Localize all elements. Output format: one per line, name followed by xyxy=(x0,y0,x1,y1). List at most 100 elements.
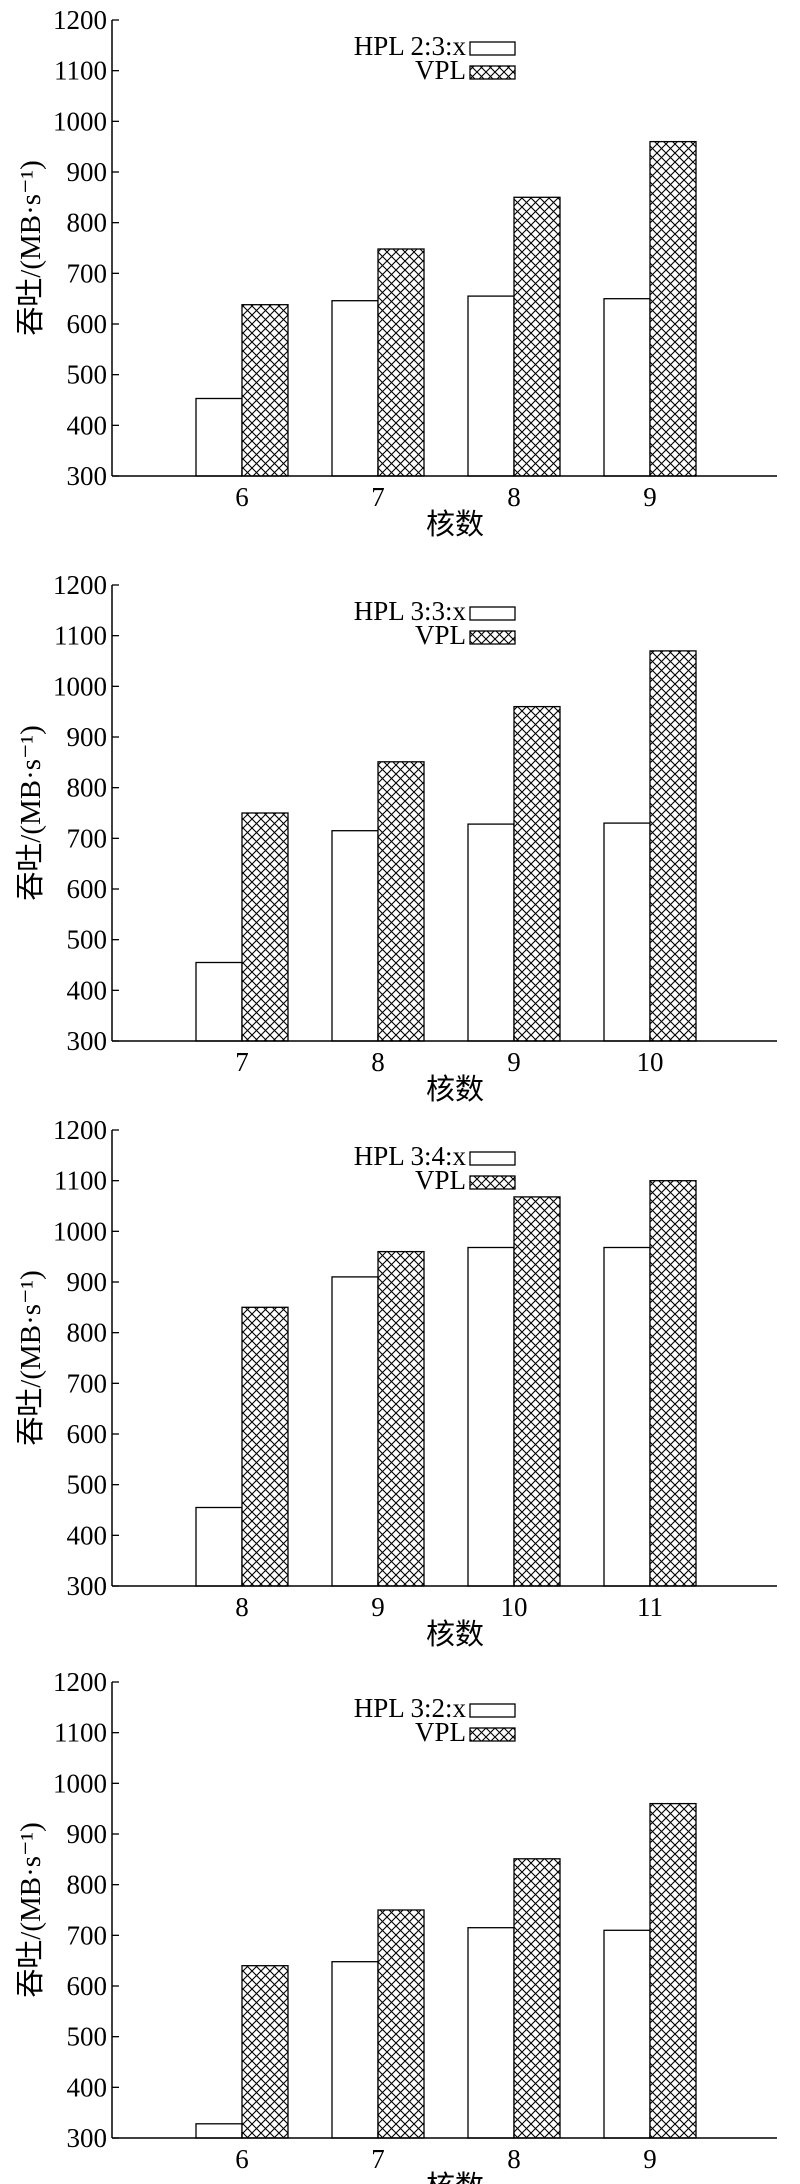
y-tick-label-400: 400 xyxy=(67,1520,108,1550)
y-tick-label-1000: 1000 xyxy=(53,671,107,701)
x-tick-label-7: 7 xyxy=(371,482,385,512)
vpl-bar-8 xyxy=(377,761,425,1042)
x-axis-title: 核数 xyxy=(426,508,484,541)
y-tick-label-300: 300 xyxy=(67,461,108,491)
y-tick-label-1200: 1200 xyxy=(53,570,107,600)
x-tick-label-6: 6 xyxy=(235,2144,249,2174)
vpl-bar-7 xyxy=(241,812,289,1042)
y-tick-label-1100: 1100 xyxy=(54,1718,107,1748)
x-tick-label-8: 8 xyxy=(235,1592,249,1622)
legend-swatch-hpl xyxy=(469,41,516,56)
chart-panel-4: 6 7 8 9 300 400 500 600 700 800 900 1000 1100 1200 核数 吞… xyxy=(15,1667,777,2184)
legend-swatch-vpl xyxy=(469,65,516,80)
x-tick-label-9: 9 xyxy=(643,482,657,512)
vpl-bar-10 xyxy=(513,1196,561,1587)
legend-swatch-vpl xyxy=(469,630,516,645)
y-tick-label-300: 300 xyxy=(67,2123,108,2153)
legend-label-vpl: VPL xyxy=(415,620,466,650)
legend-label-hpl: HPL 2:3:x xyxy=(354,31,467,61)
vpl-bar-6 xyxy=(241,1965,289,2139)
y-tick-label-700: 700 xyxy=(67,823,108,853)
x-axis-title: 核数 xyxy=(426,1618,484,1651)
y-tick-label-1100: 1100 xyxy=(54,1166,107,1196)
y-tick-label-1100: 1100 xyxy=(54,621,107,651)
x-tick-label-10: 10 xyxy=(637,1047,664,1077)
y-tick-label-500: 500 xyxy=(67,2022,108,2052)
hpl-bar-7 xyxy=(331,1961,379,2139)
y-tick-label-600: 600 xyxy=(67,874,108,904)
vpl-bar-8 xyxy=(241,1306,289,1587)
y-axis-title: 吞吐/(MB·s⁻¹) xyxy=(15,1270,47,1445)
x-tick-label-11: 11 xyxy=(637,1592,663,1622)
x-tick-label-8: 8 xyxy=(371,1047,385,1077)
hpl-bar-9 xyxy=(603,1929,651,2139)
legend-label-hpl: HPL 3:2:x xyxy=(354,1693,467,1723)
y-tick-label-1200: 1200 xyxy=(53,1115,107,1145)
x-tick-label-6: 6 xyxy=(235,482,249,512)
hpl-bar-8 xyxy=(331,830,379,1042)
y-tick-label-400: 400 xyxy=(67,410,108,440)
legend-label-hpl: HPL 3:4:x xyxy=(354,1141,467,1171)
chart-panel-1: 6 7 8 9 300 400 500 600 700 800 900 1000 1100 1200 核数 吞… xyxy=(15,5,777,541)
y-tick-label-900: 900 xyxy=(67,722,108,752)
legend-swatch-hpl xyxy=(469,1703,516,1718)
hpl-bar-7 xyxy=(195,961,243,1042)
x-tick-label-9: 9 xyxy=(643,2144,657,2174)
x-tick-label-7: 7 xyxy=(371,2144,385,2174)
legend-label-vpl: VPL xyxy=(415,55,466,85)
hpl-bar-8 xyxy=(467,1927,515,2139)
hpl-bar-9 xyxy=(331,1276,379,1587)
legend-swatch-vpl xyxy=(469,1175,516,1190)
vpl-bar-9 xyxy=(377,1250,425,1587)
y-tick-label-600: 600 xyxy=(67,1971,108,2001)
y-tick-label-800: 800 xyxy=(67,773,108,803)
hpl-bar-6 xyxy=(195,397,243,477)
legend-label-vpl: VPL xyxy=(415,1717,466,1747)
y-tick-label-400: 400 xyxy=(67,975,108,1005)
y-tick-label-900: 900 xyxy=(67,1267,108,1297)
y-tick-label-300: 300 xyxy=(67,1026,108,1056)
x-axis-title: 核数 xyxy=(426,2170,484,2184)
y-tick-label-1000: 1000 xyxy=(53,1216,107,1246)
hpl-bar-8 xyxy=(195,1506,243,1587)
y-tick-label-700: 700 xyxy=(67,1920,108,1950)
vpl-bar-6 xyxy=(241,304,289,477)
vpl-bar-8 xyxy=(513,1858,561,2139)
hpl-bar-11 xyxy=(603,1246,651,1587)
vpl-bar-9 xyxy=(513,705,561,1042)
y-tick-label-900: 900 xyxy=(67,157,108,187)
vpl-bar-11 xyxy=(649,1180,697,1587)
y-axis-title: 吞吐/(MB·s⁻¹) xyxy=(15,1822,47,1997)
hpl-bar-6 xyxy=(195,2123,243,2139)
vpl-bar-10 xyxy=(649,650,697,1042)
y-tick-label-900: 900 xyxy=(67,1819,108,1849)
y-tick-label-1200: 1200 xyxy=(53,1667,107,1697)
hpl-bar-8 xyxy=(467,295,515,477)
y-tick-label-600: 600 xyxy=(67,309,108,339)
x-tick-label-7: 7 xyxy=(235,1047,249,1077)
hpl-bar-9 xyxy=(467,823,515,1042)
y-tick-label-800: 800 xyxy=(67,1318,108,1348)
x-tick-label-9: 9 xyxy=(371,1592,385,1622)
y-axis-title: 吞吐/(MB·s⁻¹) xyxy=(15,725,47,900)
y-tick-label-700: 700 xyxy=(67,1368,108,1398)
hpl-bar-10 xyxy=(467,1246,515,1587)
vpl-bar-7 xyxy=(377,1909,425,2139)
y-tick-label-400: 400 xyxy=(67,2072,108,2102)
y-tick-label-1200: 1200 xyxy=(53,5,107,35)
legend-label-vpl: VPL xyxy=(415,1165,466,1195)
x-tick-label-8: 8 xyxy=(507,482,521,512)
y-tick-label-500: 500 xyxy=(67,1470,108,1500)
y-tick-label-700: 700 xyxy=(67,258,108,288)
y-tick-label-1100: 1100 xyxy=(54,56,107,86)
y-tick-label-1000: 1000 xyxy=(53,1768,107,1798)
legend-swatch-vpl xyxy=(469,1727,516,1742)
vpl-bar-7 xyxy=(377,248,425,477)
y-tick-label-500: 500 xyxy=(67,360,108,390)
legend-label-hpl: HPL 3:3:x xyxy=(354,596,467,626)
y-tick-label-600: 600 xyxy=(67,1419,108,1449)
chart-panel-2: 7 8 9 10 300 400 500 600 700 800 900 1000 1100 1200 核数… xyxy=(15,570,777,1106)
vpl-bar-9 xyxy=(649,1802,697,2139)
legend-swatch-hpl xyxy=(469,606,516,621)
